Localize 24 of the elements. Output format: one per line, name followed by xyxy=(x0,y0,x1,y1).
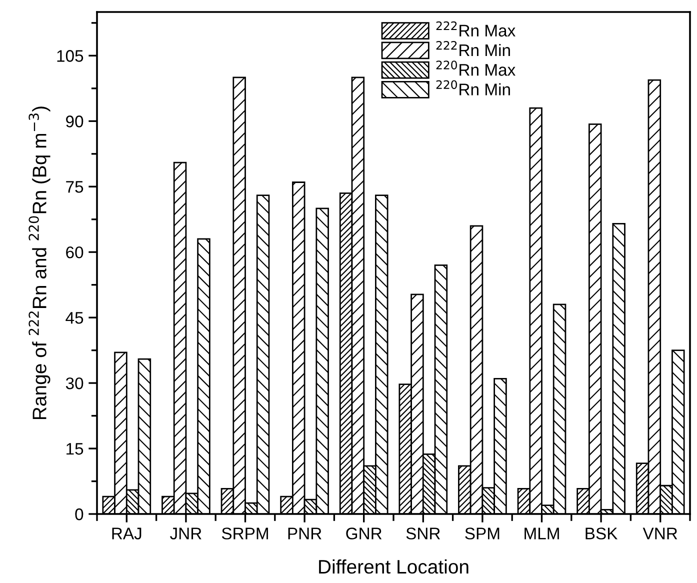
legend-label: $^{220}$Rn Max xyxy=(436,60,516,76)
y-axis-title: Range of $^{222}$Rn and $^{220}$Rn (Bq m$^{−3}$) xyxy=(28,106,50,419)
y-tick-label: 45 xyxy=(66,312,84,324)
x-tick-label: BSK xyxy=(586,528,618,540)
y-tick-label: 15 xyxy=(66,443,84,455)
legend-label: $^{222}$Rn Min xyxy=(436,40,510,56)
y-tick-label: 60 xyxy=(66,246,84,258)
y-tick-label: 75 xyxy=(66,181,84,193)
x-axis-title: Different Location xyxy=(319,559,468,574)
x-tick-label: SPM xyxy=(465,528,500,540)
legend-label: $^{220}$Rn Min xyxy=(436,80,510,96)
y-tick-label: 105 xyxy=(57,50,84,62)
x-tick-label: SNR xyxy=(406,528,440,540)
y-tick-label: 0 xyxy=(75,508,84,520)
x-tick-label: JNR xyxy=(170,528,202,540)
x-tick-label: GNR xyxy=(346,528,382,540)
x-tick-label: PNR xyxy=(288,528,322,540)
x-tick-label: MLM xyxy=(524,528,559,540)
y-tick-label: 30 xyxy=(66,377,84,390)
legend-label: $^{222}$Rn Max xyxy=(436,21,516,37)
x-tick-label: VNR xyxy=(642,528,678,540)
x-tick-label: SRPM xyxy=(222,528,268,540)
y-tick-label: 90 xyxy=(66,116,84,128)
x-tick-label: RAJ xyxy=(112,528,142,540)
